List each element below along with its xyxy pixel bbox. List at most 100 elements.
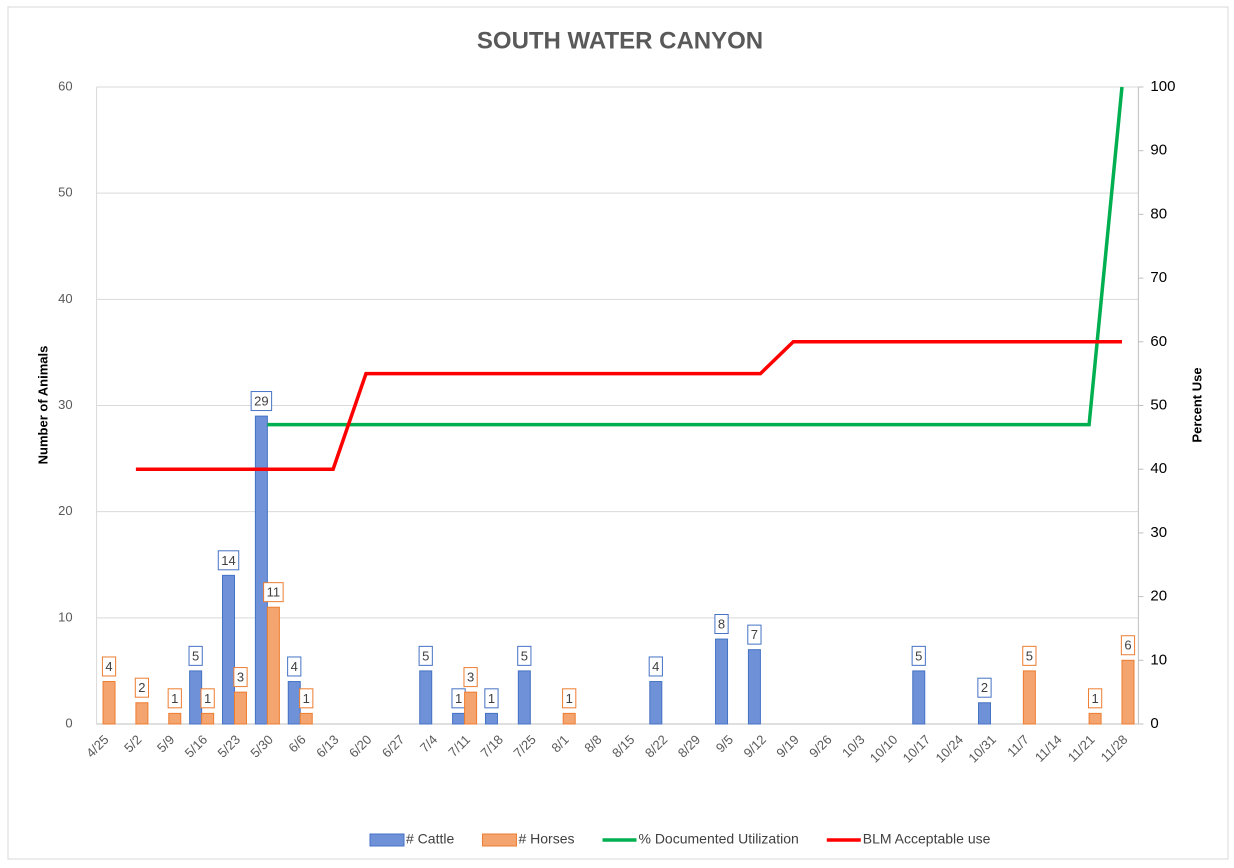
line <box>135 340 1122 471</box>
bar <box>1121 659 1135 725</box>
y-tick-label: 50 <box>58 185 72 200</box>
data-label-box <box>714 614 729 635</box>
y2-tick-label: 50 <box>1150 396 1167 413</box>
y2-tick-label: 70 <box>1150 269 1167 286</box>
data-label: 2 <box>981 680 988 695</box>
bar <box>168 712 182 725</box>
data-label-box <box>134 677 150 698</box>
data-label-box <box>1022 645 1037 666</box>
data-label: 6 <box>1124 638 1131 653</box>
data-label: 1 <box>1091 691 1098 706</box>
bar <box>464 691 478 725</box>
y-axis-title: Number of Animals <box>35 346 50 465</box>
data-label: 1 <box>303 691 310 706</box>
bar <box>649 681 663 725</box>
chart-frame <box>7 6 1229 860</box>
y2-tick-label: 20 <box>1150 588 1167 605</box>
y2-tick-label: 30 <box>1150 524 1167 541</box>
y2-tick-label: 100 <box>1150 78 1175 95</box>
data-label-box <box>463 667 478 688</box>
y2-axis-title: Percent Use <box>1189 367 1204 442</box>
data-label: 5 <box>521 648 528 663</box>
y-tick-label: 20 <box>58 503 72 518</box>
data-label: 8 <box>718 617 725 632</box>
y2-tick-label: 80 <box>1150 205 1167 222</box>
data-label-box <box>1087 688 1103 709</box>
legend-label: # Cattle <box>406 831 454 847</box>
data-label: 11 <box>267 585 281 600</box>
data-label: 3 <box>237 670 244 685</box>
bar <box>1022 670 1036 725</box>
data-label-box <box>484 688 499 709</box>
data-label: 3 <box>467 670 474 685</box>
data-label: 1 <box>566 691 573 706</box>
bar <box>484 712 498 725</box>
y2-tick-label: 0 <box>1150 715 1158 732</box>
bar <box>977 702 991 725</box>
data-label-box <box>263 582 284 603</box>
data-label: 1 <box>455 691 462 706</box>
data-label: 4 <box>291 659 298 674</box>
bar <box>102 681 116 725</box>
y-tick-label: 40 <box>58 291 72 306</box>
bar <box>1088 712 1102 725</box>
data-label: 5 <box>915 648 922 663</box>
data-label: 7 <box>751 627 758 642</box>
bar <box>747 649 761 725</box>
data-label: 1 <box>204 691 211 706</box>
data-label: 1 <box>488 691 495 706</box>
bar <box>517 670 531 725</box>
legend-swatch <box>369 833 405 847</box>
data-label-box <box>101 656 117 677</box>
y-tick-label: 10 <box>58 609 72 624</box>
y2-tick-label: 40 <box>1150 460 1167 477</box>
line <box>267 86 1124 427</box>
data-label: 5 <box>1026 648 1033 663</box>
data-label-box <box>299 688 314 709</box>
data-label: 5 <box>192 648 199 663</box>
chart-title: SOUTH WATER CANYON <box>477 27 763 54</box>
y-tick-label: 60 <box>58 78 72 93</box>
y2-tick-label: 90 <box>1150 142 1167 159</box>
bar <box>254 415 268 725</box>
data-label-box <box>167 688 182 709</box>
data-label-box <box>217 550 240 571</box>
legend-label: % Documented Utilization <box>638 831 798 847</box>
bar <box>452 712 466 725</box>
data-label: 4 <box>105 659 112 674</box>
legend-label: # Horses <box>518 831 574 847</box>
y-tick-label: 30 <box>58 397 72 412</box>
bar <box>266 606 280 725</box>
bar <box>222 574 236 725</box>
bar <box>201 712 215 725</box>
bar <box>715 638 729 725</box>
bar <box>912 670 926 725</box>
legend-swatch <box>481 833 517 847</box>
legend-label: BLM Acceptable use <box>863 831 991 847</box>
data-label: 14 <box>221 553 235 568</box>
data-label-box <box>250 391 273 412</box>
y2-tick-label: 60 <box>1150 333 1167 350</box>
data-label-box <box>562 688 577 709</box>
bar <box>299 712 313 725</box>
data-label-box <box>287 656 302 677</box>
data-label-box <box>1120 635 1136 656</box>
data-label-box <box>911 645 926 666</box>
data-label-box <box>200 688 215 709</box>
bar <box>287 681 301 725</box>
data-label-box <box>233 667 248 688</box>
data-label: 4 <box>652 659 659 674</box>
data-label-box <box>188 645 203 666</box>
bar <box>562 712 576 725</box>
bar <box>189 670 203 725</box>
data-label: 2 <box>138 680 145 695</box>
data-label-box <box>418 645 433 666</box>
y2-tick-label: 10 <box>1150 651 1167 668</box>
bar <box>419 670 433 725</box>
data-label: 29 <box>254 394 268 409</box>
y-tick-label: 0 <box>65 715 72 730</box>
data-label-box <box>977 677 992 698</box>
data-label-box <box>517 645 532 666</box>
data-label: 5 <box>422 648 429 663</box>
